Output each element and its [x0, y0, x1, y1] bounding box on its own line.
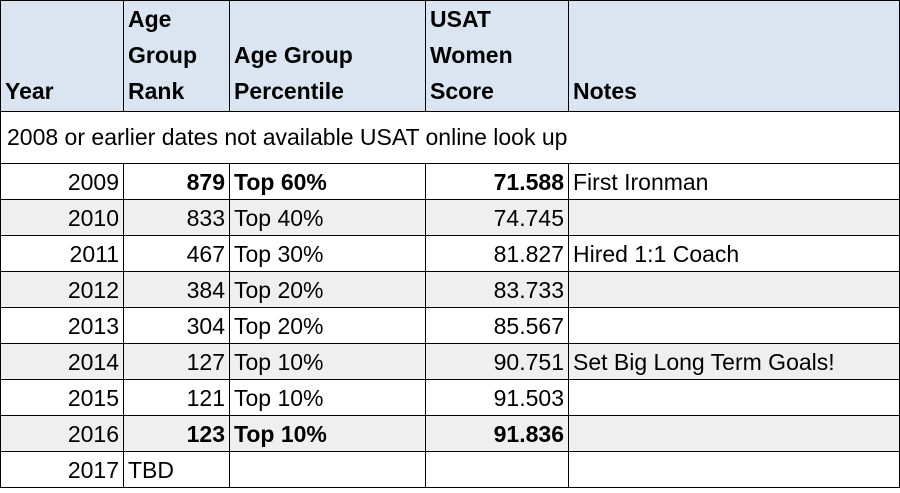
cell-score: 90.751: [425, 343, 569, 380]
cell-percentile: Top 20%: [229, 307, 426, 344]
table-body: 2008 or earlier dates not available USAT…: [0, 111, 900, 488]
cell-notes: [568, 451, 900, 488]
cell-year: 2011: [0, 235, 124, 272]
cell-rank: 467: [123, 235, 230, 272]
cell-percentile: Top 10%: [229, 379, 426, 416]
cell-percentile: Top 10%: [229, 415, 426, 452]
cell-percentile: Top 60%: [229, 163, 426, 200]
cell-score: 74.745: [425, 199, 569, 236]
cell-year: 2009: [0, 163, 124, 200]
cell-rank: TBD: [123, 451, 230, 488]
availability-note-row: 2008 or earlier dates not available USAT…: [0, 111, 900, 164]
header-percentile: Age Group Percentile: [229, 0, 426, 112]
cell-score: [425, 451, 569, 488]
table-header: Year Age Group Rank Age Group Percentile US…: [0, 0, 900, 112]
cell-score: 91.503: [425, 379, 569, 416]
cell-year: 2010: [0, 199, 124, 236]
table-row: 2012 384 Top 20% 83.733: [0, 271, 900, 308]
cell-year: 2012: [0, 271, 124, 308]
cell-rank: 384: [123, 271, 230, 308]
table-row: 2009 879 Top 60% 71.588 First Ironman: [0, 163, 900, 200]
cell-rank: 304: [123, 307, 230, 344]
cell-percentile: Top 30%: [229, 235, 426, 272]
header-notes: Notes: [568, 0, 900, 112]
cell-score: 81.827: [425, 235, 569, 272]
header-score: USAT Women Score: [425, 0, 569, 112]
cell-notes: [568, 307, 900, 344]
table-row: 2011 467 Top 30% 81.827 Hired 1:1 Coach: [0, 235, 900, 272]
table-row: 2015 121 Top 10% 91.503: [0, 379, 900, 416]
header-rank: Age Group Rank: [123, 0, 230, 112]
cell-notes: First Ironman: [568, 163, 900, 200]
cell-year: 2013: [0, 307, 124, 344]
cell-year: 2014: [0, 343, 124, 380]
cell-notes: [568, 271, 900, 308]
cell-score: 71.588: [425, 163, 569, 200]
cell-year: 2016: [0, 415, 124, 452]
header-row: Year Age Group Rank Age Group Percentile US…: [0, 0, 900, 112]
cell-notes: Set Big Long Term Goals!: [568, 343, 900, 380]
table-row: 2013 304 Top 20% 85.567: [0, 307, 900, 344]
cell-rank: 879: [123, 163, 230, 200]
table-row: 2016 123 Top 10% 91.836: [0, 415, 900, 452]
cell-year: 2015: [0, 379, 124, 416]
cell-notes: [568, 199, 900, 236]
cell-rank: 833: [123, 199, 230, 236]
cell-score: 83.733: [425, 271, 569, 308]
cell-percentile: Top 10%: [229, 343, 426, 380]
table-row: 2010 833 Top 40% 74.745: [0, 199, 900, 236]
table-row: 2017 TBD: [0, 451, 900, 488]
availability-note: 2008 or earlier dates not available USAT…: [0, 111, 900, 164]
cell-score: 85.567: [425, 307, 569, 344]
cell-rank: 127: [123, 343, 230, 380]
cell-notes: Hired 1:1 Coach: [568, 235, 900, 272]
cell-notes: [568, 415, 900, 452]
cell-percentile: [229, 451, 426, 488]
cell-notes: [568, 379, 900, 416]
cell-score: 91.836: [425, 415, 569, 452]
cell-rank: 123: [123, 415, 230, 452]
cell-rank: 121: [123, 379, 230, 416]
cell-year: 2017: [0, 451, 124, 488]
cell-percentile: Top 20%: [229, 271, 426, 308]
cell-percentile: Top 40%: [229, 199, 426, 236]
table-row: 2014 127 Top 10% 90.751 Set Big Long Term Go…: [0, 343, 900, 380]
header-year: Year: [0, 0, 124, 112]
